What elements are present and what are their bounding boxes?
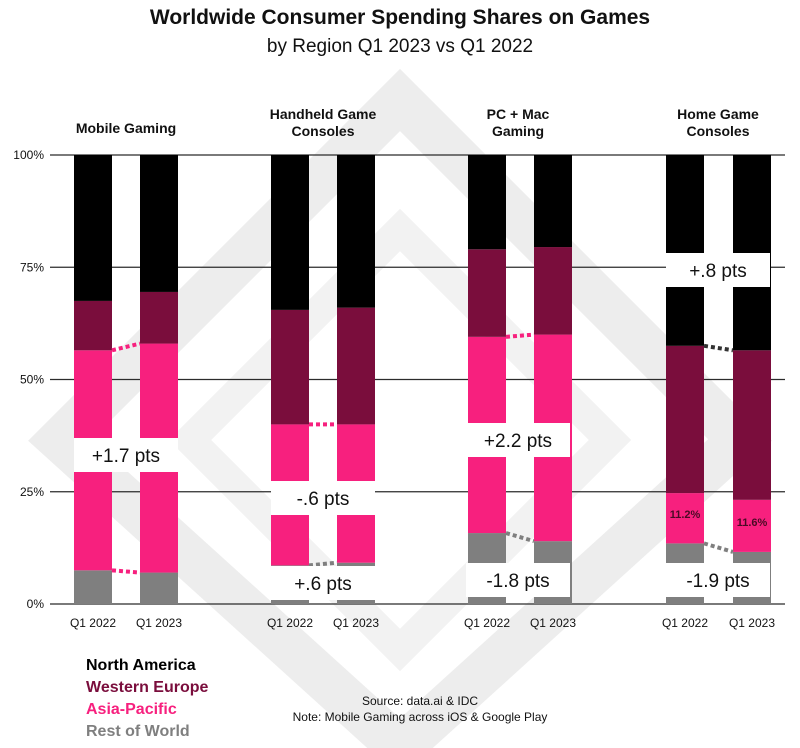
bar-north-america	[666, 155, 704, 346]
annotation-handheld-rest: +.6 pts	[294, 574, 352, 595]
y-tick-label: 100%	[13, 148, 44, 162]
connector-rest-top	[308, 560, 338, 568]
bar-north-america	[271, 155, 309, 310]
bar-north-america	[337, 155, 375, 308]
group-title: Handheld Game	[270, 106, 377, 122]
bar-western-europe	[534, 247, 572, 335]
bar-western-europe	[666, 345, 704, 494]
bar-north-america	[140, 155, 178, 292]
annotation-pc-rest-box	[466, 563, 570, 597]
legend: North America Western Europe Asia-Pacifi…	[86, 655, 208, 743]
bar-asia-pacific	[733, 499, 771, 552]
x-tick-label: Q1 2022	[267, 616, 313, 630]
annotation-handheld-asia-pacific: -.6 pts	[297, 489, 350, 510]
group-title: Home Game	[677, 106, 759, 122]
x-tick-label: Q1 2022	[464, 616, 510, 630]
x-tick-label: Q1 2023	[333, 616, 379, 630]
annotation-mobile-asia-pacific: +1.7 pts	[92, 446, 160, 467]
bar-north-america	[74, 155, 112, 301]
bar-asia-pacific	[666, 493, 704, 544]
connector-asia-pacific-top	[111, 341, 141, 353]
annotation-handheld-rest-box	[271, 566, 375, 600]
bar-western-europe	[74, 300, 112, 351]
connector-asia-pacific-top	[505, 332, 535, 339]
legend-rest-of-world: Rest of World	[86, 723, 190, 740]
annotation-handheld-asia-pacific-box	[271, 481, 375, 515]
x-tick-label: Q1 2022	[662, 616, 708, 630]
bar-rest-of-world	[74, 570, 112, 604]
y-tick-label: 50%	[20, 373, 44, 387]
subtitle: by Region Q1 2023 vs Q1 2022	[266, 36, 534, 57]
x-tick-label: Q1 2023	[136, 616, 182, 630]
annotation-home-north-america-box	[666, 253, 770, 287]
bar-western-europe	[468, 249, 506, 337]
annotation-home-north-america: +.8 pts	[689, 261, 747, 282]
connector-north-america-bottom	[703, 343, 734, 353]
legend-asia-pacific: Asia-Pacific	[86, 701, 177, 718]
annotation-pc-rest: -1.8 pts	[486, 571, 549, 592]
annotation-home-rest: -1.9 pts	[686, 571, 749, 592]
data-label: 11.2%	[670, 509, 701, 521]
source-note: Source: data.ai & IDC Note: Mobile Gamin…	[260, 693, 580, 725]
bar-north-america	[733, 155, 771, 351]
note-line: Note: Mobile Gaming across iOS & Google …	[292, 710, 548, 724]
y-tick-label: 25%	[20, 485, 44, 499]
annotation-pc-asia-pacific: +2.2 pts	[484, 431, 552, 452]
connector-asia-pacific-bottom	[111, 568, 141, 575]
bar-north-america	[468, 155, 506, 250]
bar-rest-of-world	[140, 572, 178, 604]
group-title: Gaming	[492, 123, 544, 139]
bar-western-europe	[140, 291, 178, 344]
x-tick-label: Q1 2023	[729, 616, 775, 630]
y-tick-label: 75%	[20, 260, 44, 274]
annotation-pc-asia-pacific-box	[466, 423, 570, 457]
bar-north-america	[534, 155, 572, 248]
bar-western-europe	[733, 350, 771, 500]
x-tick-label: Q1 2023	[530, 616, 576, 630]
source-line: Source: data.ai & IDC	[361, 694, 479, 708]
x-tick-label: Q1 2022	[70, 616, 116, 630]
legend-north-america: North America	[86, 657, 196, 674]
y-tick-label: 0%	[27, 597, 45, 611]
connector-rest-top	[505, 531, 535, 544]
title: Worldwide Consumer Spending Shares on Ga…	[149, 6, 651, 29]
group-title: PC + Mac	[487, 106, 550, 122]
bar-western-europe	[337, 307, 375, 425]
annotation-mobile-asia-pacific-box	[74, 438, 178, 472]
group-title: Mobile Gaming	[76, 120, 176, 136]
connector-rest-top	[703, 541, 734, 554]
group-title: Consoles	[291, 123, 354, 139]
legend-western-europe: Western Europe	[86, 679, 209, 696]
data-label: 11.6%	[737, 517, 768, 529]
bar-western-europe	[271, 309, 309, 425]
group-title: Consoles	[686, 123, 749, 139]
annotation-home-rest-box	[666, 563, 770, 597]
